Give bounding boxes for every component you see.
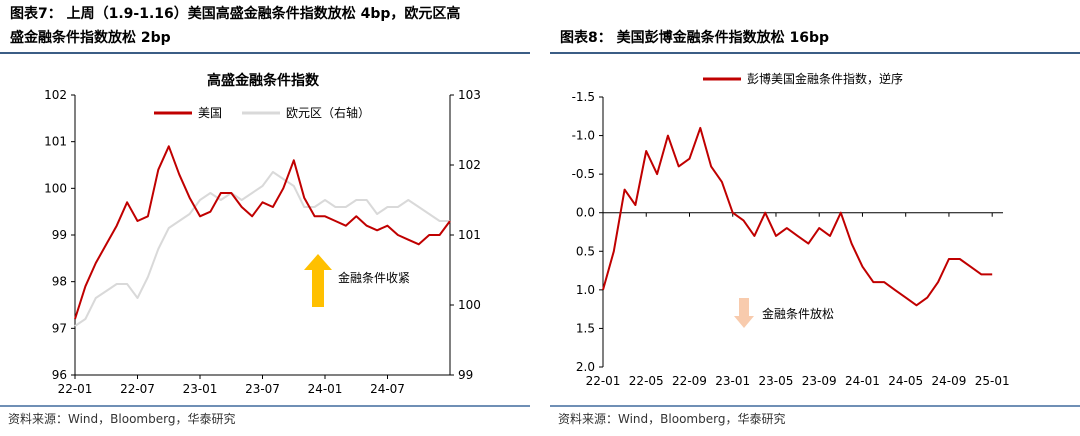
legend-label-us: 美国 [198, 106, 222, 120]
fig7-y-tick-label: 101 [44, 135, 67, 149]
figure-7-panel: 图表7： 上周（1.9-1.16）美国高盛金融条件指数放松 4bp，欧元区高 盛… [0, 0, 530, 436]
easing-arrow-icon [734, 298, 754, 328]
figure-8-top-rule [550, 52, 1080, 54]
fig8-y-tick-label: 1.5 [576, 321, 595, 335]
fig8-x-tick-label: 23-09 [802, 374, 837, 388]
figure-8-annotation: 金融条件放松 [734, 298, 834, 328]
legend-label-euro: 欧元区（右轴） [286, 105, 370, 120]
fig8-x-tick-label: 22-01 [586, 374, 621, 388]
fig8-x-tick-label: 23-05 [759, 374, 794, 388]
fig7-y-right-tick-label: 102 [458, 158, 481, 172]
figure-7-chart: 高盛金融条件指数 美国 欧元区（右轴） 96 97 98 99 100 101 102 99 1… [44, 72, 481, 396]
fig7-y-tick-label: 97 [52, 321, 67, 335]
fig7-x-tick-label: 24-01 [308, 382, 343, 396]
tightening-annotation: 金融条件收紧 [338, 270, 410, 285]
figure-8-panel: 图表8： 美国彭博金融条件指数放松 16bp 彭博美国金融条件指数，逆序 -1.… [550, 0, 1080, 436]
figure-8-chart: 彭博美国金融条件指数，逆序 -1.5 -1.0 -0.5 0.0 0.5 1.0 1.5 2.… [572, 71, 1010, 388]
figure-8-title: 图表8： 美国彭博金融条件指数放松 16bp [560, 30, 830, 46]
figure-7-legend: 美国 欧元区（右轴） [154, 105, 370, 120]
fig8-x-tick-label: 22-05 [629, 374, 664, 388]
fig7-y-right-tick-label: 100 [458, 298, 481, 312]
figure-7-axes: 96 97 98 99 100 101 102 99 100 101 102 103 22-01 22-0… [44, 88, 481, 396]
fig8-y-tick-label: 0.0 [576, 206, 595, 220]
fig8-y-tick-label: -0.5 [572, 167, 595, 181]
fig7-y-tick-label: 102 [44, 88, 67, 102]
fig8-y-tick-label: 0.5 [576, 244, 595, 258]
fig8-x-tick-label: 25-01 [975, 374, 1010, 388]
figure-8-axes: -1.5 -1.0 -0.5 0.0 0.5 1.0 1.5 2.022-01 22-05 22-… [572, 90, 1010, 388]
fig8-x-tick-label: 23-01 [715, 374, 750, 388]
fig7-x-tick-label: 24-07 [370, 382, 405, 396]
legend-label-bloomberg: 彭博美国金融条件指数，逆序 [747, 71, 903, 86]
fig8-x-tick-label: 24-09 [932, 374, 967, 388]
fig7-y-right-tick-label: 103 [458, 88, 481, 102]
figure-7-title-line-1: 图表7： 上周（1.9-1.16）美国高盛金融条件指数放松 4bp，欧元区高 [10, 6, 461, 22]
figure-7-series [74, 145, 451, 327]
fig8-y-tick-label: -1.5 [572, 90, 595, 104]
fig7-y-right-tick-label: 101 [458, 228, 481, 242]
tightening-arrow-icon [304, 254, 332, 307]
figure-7-annotation: 金融条件收紧 [304, 254, 410, 307]
fig7-y-tick-label: 96 [52, 368, 67, 382]
fig7-y-tick-label: 100 [44, 181, 67, 195]
fig8-y-tick-label: 2.0 [576, 360, 595, 374]
figure-8-source: 资料来源：Wind，Bloomberg，华泰研究 [558, 412, 786, 426]
fig8-x-tick-label: 24-05 [888, 374, 923, 388]
figure-7-title-line-2: 盛金融条件指数放松 2bp [10, 30, 171, 46]
figure-7-bottom-rule [0, 405, 530, 407]
easing-annotation: 金融条件放松 [762, 306, 834, 321]
figure-7-top-rule [0, 52, 530, 54]
fig7-y-tick-label: 98 [52, 275, 67, 289]
fig7-y-right-tick-label: 99 [458, 368, 473, 382]
fig8-x-tick-label: 24-01 [845, 374, 880, 388]
fig7-x-tick-label: 23-01 [183, 382, 218, 396]
figure-8-legend: 彭博美国金融条件指数，逆序 [703, 71, 903, 86]
fig7-x-tick-label: 22-07 [120, 382, 155, 396]
fig7-x-tick-label: 22-01 [58, 382, 93, 396]
fig8-y-tick-label: -1.0 [572, 129, 595, 143]
fig7-series-line-1 [74, 145, 451, 320]
fig7-y-tick-label: 99 [52, 228, 67, 242]
fig8-x-tick-label: 22-09 [672, 374, 707, 388]
fig7-series-line-0 [74, 171, 450, 327]
figure-7-chart-title: 高盛金融条件指数 [207, 72, 320, 89]
fig8-y-tick-label: 1.0 [576, 283, 595, 297]
fig8-series-line-0 [602, 126, 993, 307]
figure-8-bottom-rule [550, 405, 1080, 407]
fig7-x-tick-label: 23-07 [245, 382, 280, 396]
figure-8-series [602, 126, 993, 307]
figure-7-source: 资料来源：Wind，Bloomberg，华泰研究 [8, 412, 236, 426]
